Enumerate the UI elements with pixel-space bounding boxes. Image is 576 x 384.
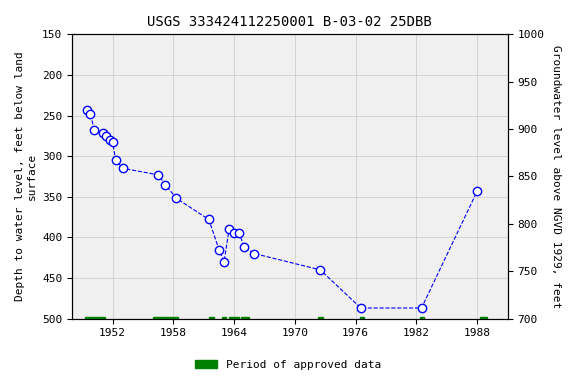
Bar <box>241 316 249 321</box>
Bar <box>318 316 323 321</box>
Bar <box>222 316 226 321</box>
Bar <box>360 316 364 321</box>
Y-axis label: Groundwater level above NGVD 1929, feet: Groundwater level above NGVD 1929, feet <box>551 45 561 308</box>
Title: USGS 333424112250001 B-03-02 25DBB: USGS 333424112250001 B-03-02 25DBB <box>147 15 432 29</box>
Bar <box>153 316 179 321</box>
Legend: Period of approved data: Period of approved data <box>191 356 385 375</box>
Bar <box>419 316 423 321</box>
Bar <box>480 316 487 321</box>
Bar <box>85 316 104 321</box>
Bar <box>209 316 214 321</box>
Bar <box>229 316 239 321</box>
Y-axis label: Depth to water level, feet below land
surface: Depth to water level, feet below land su… <box>15 51 37 301</box>
